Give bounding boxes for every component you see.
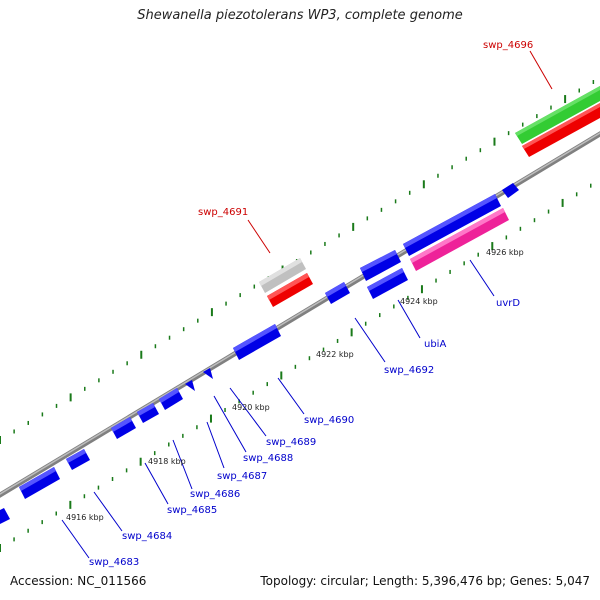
tick-label-4924: 4924 kbp	[400, 297, 438, 306]
gene-arrow-ubiA[interactable]	[367, 268, 408, 299]
feature-swp-4691-grey[interactable]	[259, 258, 306, 293]
gene-arrow-4682[interactable]	[0, 508, 10, 524]
gene-label-swp-4683[interactable]: swp_4683	[89, 557, 139, 568]
topology-text: Topology: circular; Length: 5,396,476 bp…	[260, 574, 590, 588]
gene-label-swp-4687[interactable]: swp_4687	[217, 471, 267, 482]
outer-tick-row	[0, 80, 595, 444]
feature-track-outer	[259, 86, 600, 307]
gene-label-swp-4690[interactable]: swp_4690	[304, 415, 354, 426]
gene-label-swp-4688[interactable]: swp_4688	[243, 453, 293, 464]
gene-label-swp-4692[interactable]: swp_4692	[384, 365, 434, 376]
gene-label-swp-4684[interactable]: swp_4684	[122, 531, 172, 542]
tick-label-4926: 4926 kbp	[486, 248, 524, 257]
tick-labels: 4916 kbp 4918 kbp 4920 kbp 4922 kbp 4924…	[66, 248, 524, 522]
gene-arrow-4688[interactable]	[185, 380, 195, 391]
gene-arrow-4687[interactable]	[159, 388, 183, 410]
gene-arrow-4684[interactable]	[66, 449, 90, 470]
feature-swp-4691-red[interactable]	[267, 273, 313, 307]
tick-label-4920: 4920 kbp	[232, 403, 270, 412]
gene-label-ubiA[interactable]: ubiA	[424, 339, 446, 350]
gene-arrow-4683[interactable]	[19, 467, 60, 499]
gene-arrow-4693[interactable]	[360, 250, 401, 281]
gene-arrow-uvrD-blue[interactable]	[403, 194, 501, 256]
gene-labels: swp_4696 swp_4691 uvrD ubiA swp_4692 swp…	[89, 40, 533, 568]
tick-label-4922: 4922 kbp	[316, 350, 354, 359]
tick-label-4916: 4916 kbp	[66, 513, 104, 522]
gene-label-swp-4685[interactable]: swp_4685	[167, 505, 217, 516]
accession-text: Accession: NC_011566	[10, 574, 147, 588]
gene-arrow-4696b[interactable]	[502, 183, 519, 198]
gene-label-swp-4696[interactable]: swp_4696	[483, 40, 533, 51]
gene-arrow-4689[interactable]	[203, 368, 213, 379]
gene-arrow-uvrD[interactable]	[410, 208, 509, 271]
gene-label-uvrD[interactable]: uvrD	[496, 298, 520, 309]
inner-tick-row	[0, 183, 592, 552]
genome-map: 4916 kbp 4918 kbp 4920 kbp 4922 kbp 4924…	[0, 40, 600, 568]
tick-label-4918: 4918 kbp	[148, 457, 186, 466]
gene-label-swp-4689[interactable]: swp_4689	[266, 437, 316, 448]
leader-lines	[61, 50, 553, 559]
gene-arrow-4685[interactable]	[111, 417, 136, 439]
gene-arrow-4686[interactable]	[137, 403, 159, 423]
gene-label-swp-4691[interactable]: swp_4691	[198, 207, 248, 218]
gene-track	[0, 183, 519, 524]
gene-label-swp-4686[interactable]: swp_4686	[190, 489, 240, 500]
map-title: Shewanella piezotolerans WP3, complete g…	[137, 8, 463, 23]
gene-arrow-4692[interactable]	[325, 282, 350, 304]
gene-arrow-4690[interactable]	[233, 324, 281, 360]
